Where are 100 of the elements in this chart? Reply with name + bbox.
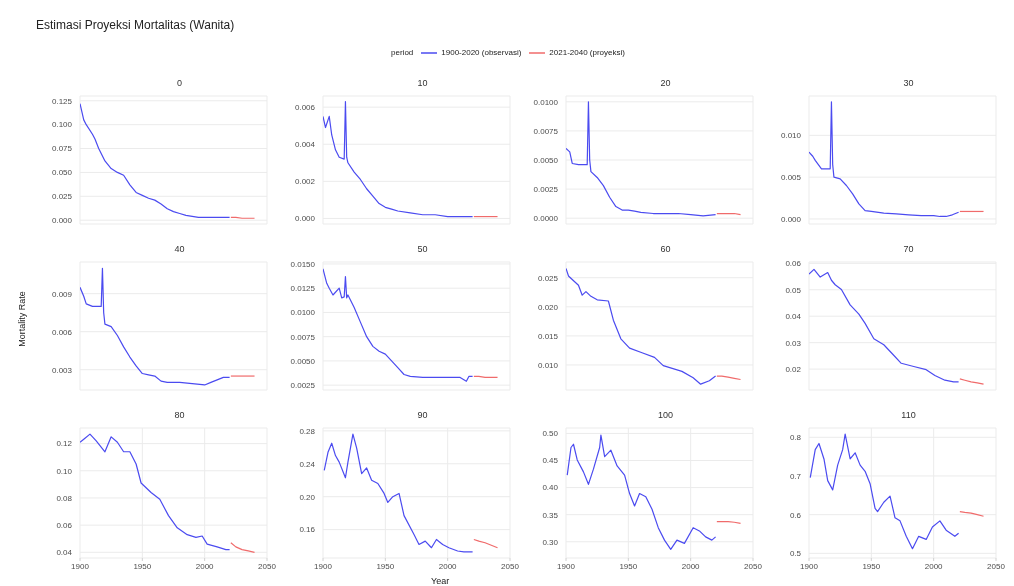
y-tick-label: 0.010 <box>780 131 802 141</box>
line-series <box>80 267 231 386</box>
chart-title: 40 <box>173 244 186 256</box>
y-tick-label: 0.0050 <box>290 356 316 366</box>
y-axis-title: Mortality Rate <box>17 290 27 349</box>
legend-label: 2021-2040 (proyeksi) <box>549 48 625 57</box>
y-tick-label: 0.28 <box>299 426 316 436</box>
y-tick-label: 0.000 <box>294 214 316 224</box>
chart-title: 30 <box>902 78 915 90</box>
line-series <box>809 433 960 550</box>
y-tick-label: 0.08 <box>56 493 73 503</box>
y-tick-label: 0.004 <box>294 140 316 150</box>
y-tick-label: 0.0150 <box>290 259 316 269</box>
x-tick-label: 2050 <box>987 561 1006 571</box>
line-series <box>323 100 474 218</box>
y-tick-label: 0.006 <box>51 327 73 337</box>
y-tick-label: 0.05 <box>785 285 802 295</box>
y-tick-label: 0.025 <box>51 192 73 202</box>
x-tick-label: 2050 <box>744 561 763 571</box>
y-tick-label: 0.0025 <box>533 184 559 194</box>
line-series <box>566 434 717 550</box>
chart-title: 60 <box>659 244 672 256</box>
y-tick-label: 0.02 <box>785 364 802 374</box>
chart-title: 100 <box>657 410 674 422</box>
x-tick-label: 1900 <box>71 561 90 571</box>
x-tick-label: 2000 <box>924 561 944 571</box>
y-tick-label: 0.0100 <box>290 308 316 318</box>
x-tick-label: 1900 <box>314 561 333 571</box>
y-tick-label: 0.075 <box>51 144 73 154</box>
line-series <box>809 101 960 218</box>
x-tick-label: 1900 <box>557 561 576 571</box>
y-tick-label: 0.06 <box>785 259 802 269</box>
y-tick-label: 0.04 <box>785 312 802 322</box>
text: Estimasi Proyeksi Mortalitas (Wanita) <box>36 18 235 32</box>
y-tick-label: 0.006 <box>294 102 316 112</box>
y-tick-label: 0.0075 <box>290 332 316 342</box>
y-tick-label: 0.35 <box>542 510 559 520</box>
line-series <box>80 103 231 218</box>
chart-title: 10 <box>416 78 429 90</box>
line-series <box>323 433 474 553</box>
y-tick-label: 0.0050 <box>533 155 559 165</box>
y-tick-label: 0.5 <box>789 549 802 559</box>
y-tick-label: 0.8 <box>789 433 802 443</box>
y-tick-label: 0.7 <box>789 471 802 481</box>
chart-title: 80 <box>173 410 186 422</box>
y-tick-label: 0.100 <box>51 120 73 130</box>
y-tick-label: 0.0000 <box>533 214 559 224</box>
x-tick-label: 1950 <box>133 561 152 571</box>
y-tick-label: 0.30 <box>542 537 559 547</box>
y-tick-label: 0.16 <box>299 525 316 535</box>
y-tick-label: 0.03 <box>785 338 802 348</box>
x-tick-label: 1950 <box>619 561 638 571</box>
y-tick-label: 0.45 <box>542 456 559 466</box>
y-tick-label: 0.009 <box>51 289 73 299</box>
y-tick-label: 0.000 <box>51 216 73 226</box>
y-tick-label: 0.04 <box>56 548 73 558</box>
x-tick-label: 1900 <box>800 561 819 571</box>
y-tick-label: 0.002 <box>294 177 316 187</box>
line-series <box>323 268 474 382</box>
y-tick-label: 0.003 <box>51 365 73 375</box>
x-axis-title: Year <box>431 576 450 586</box>
y-tick-label: 0.40 <box>542 483 559 493</box>
y-tick-label: 0.020 <box>537 302 559 312</box>
x-tick-label: 1950 <box>376 561 395 571</box>
line-series <box>80 433 231 551</box>
y-tick-label: 0.0075 <box>533 126 559 136</box>
chart-title: 90 <box>416 410 429 422</box>
y-tick-label: 0.06 <box>56 520 73 530</box>
y-tick-label: 0.20 <box>299 492 316 502</box>
y-tick-label: 0.015 <box>537 331 559 341</box>
line-series <box>809 268 960 383</box>
y-tick-label: 0.0025 <box>290 380 316 390</box>
x-tick-label: 2050 <box>258 561 277 571</box>
x-tick-label: 1950 <box>862 561 881 571</box>
chart-title: 110 <box>900 410 917 422</box>
y-tick-label: 0.0125 <box>290 284 316 294</box>
legend-title: period <box>391 48 414 57</box>
x-tick-label: 2050 <box>501 561 520 571</box>
y-tick-label: 0.12 <box>56 439 73 449</box>
y-tick-label: 0.005 <box>780 172 802 182</box>
y-tick-label: 0.010 <box>537 360 559 370</box>
y-tick-label: 0.6 <box>789 510 802 520</box>
y-tick-label: 0.0100 <box>533 97 559 107</box>
y-tick-label: 0.050 <box>51 168 73 178</box>
chart-title: 0 <box>176 78 183 90</box>
y-tick-label: 0.000 <box>780 214 802 224</box>
chart-title: 50 <box>416 244 429 256</box>
y-tick-label: 0.125 <box>51 96 73 106</box>
chart-title: 70 <box>902 244 915 256</box>
chart-title: 20 <box>659 78 672 90</box>
x-tick-label: 2000 <box>438 561 458 571</box>
line-series <box>566 101 717 217</box>
line-series <box>230 542 256 553</box>
line-series <box>473 538 499 549</box>
y-tick-label: 0.24 <box>299 459 316 469</box>
x-tick-label: 2000 <box>681 561 701 571</box>
y-tick-label: 0.50 <box>542 429 559 439</box>
y-tick-label: 0.10 <box>56 466 73 476</box>
x-tick-label: 2000 <box>195 561 215 571</box>
y-tick-label: 0.025 <box>537 273 559 283</box>
